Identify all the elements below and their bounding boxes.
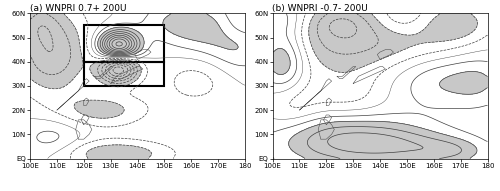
Bar bbox=[84, 25, 164, 62]
Bar bbox=[84, 62, 164, 86]
Text: (b) WNPRI -0.7- 200U: (b) WNPRI -0.7- 200U bbox=[272, 4, 368, 13]
Text: (a) WNPRI 0.7+ 200U: (a) WNPRI 0.7+ 200U bbox=[30, 4, 126, 13]
